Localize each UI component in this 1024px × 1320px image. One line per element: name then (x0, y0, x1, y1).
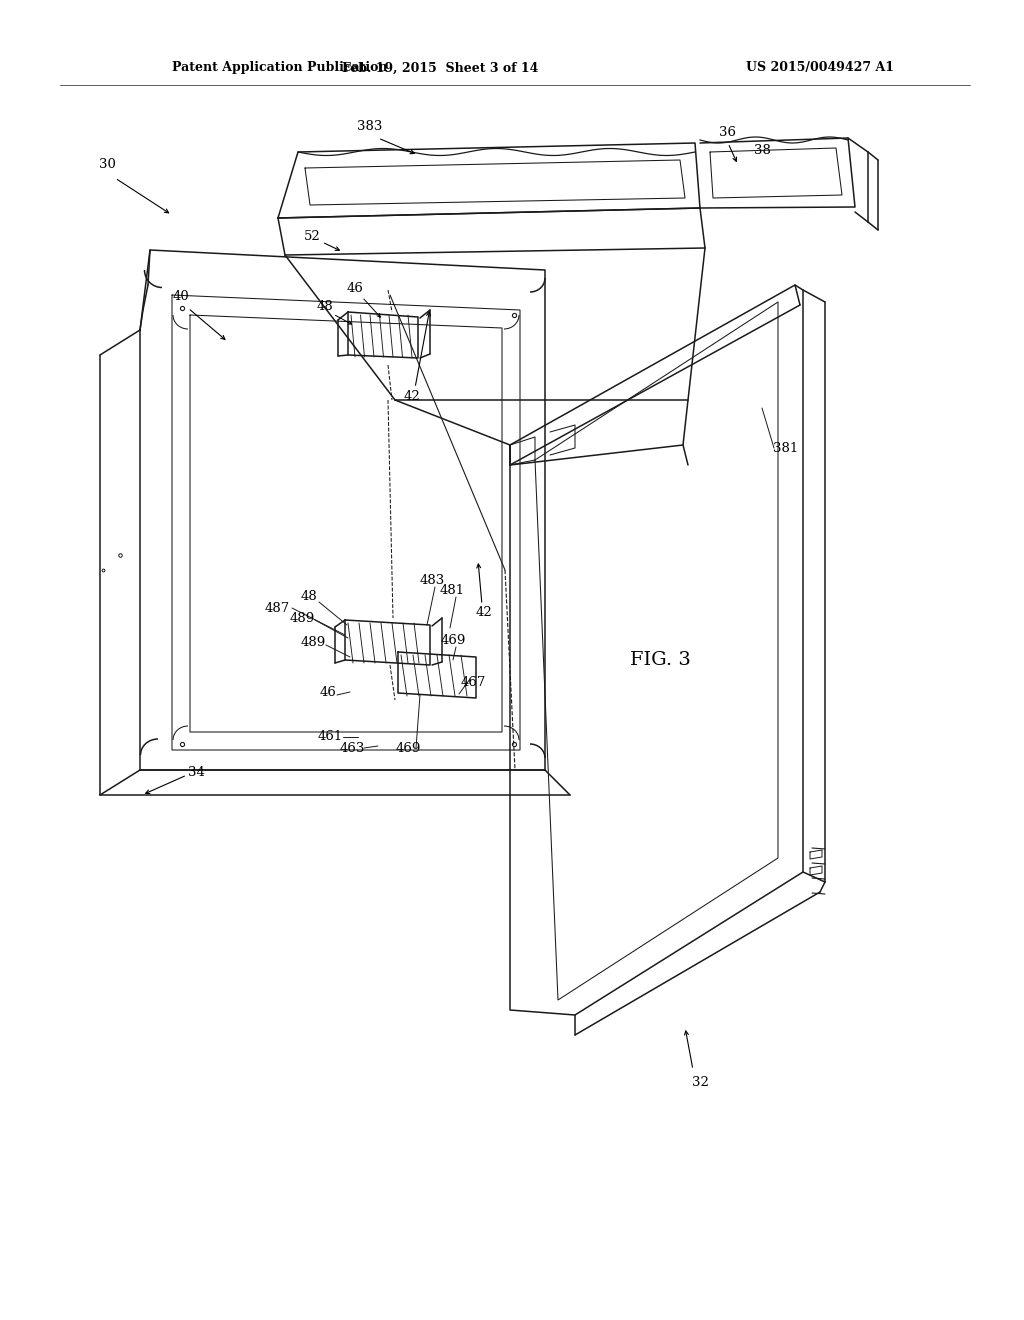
Text: 487: 487 (264, 602, 290, 615)
Text: 40: 40 (173, 290, 189, 304)
Text: US 2015/0049427 A1: US 2015/0049427 A1 (746, 62, 894, 74)
Text: 52: 52 (304, 230, 321, 243)
Text: FIG. 3: FIG. 3 (630, 651, 690, 669)
Text: 46: 46 (346, 281, 364, 294)
Text: 489: 489 (300, 636, 326, 649)
Text: 463: 463 (339, 742, 365, 755)
Text: 483: 483 (420, 573, 444, 586)
Text: 469: 469 (395, 742, 421, 755)
Text: 48: 48 (316, 301, 334, 314)
Text: 469: 469 (440, 635, 466, 648)
Text: 32: 32 (691, 1076, 709, 1089)
Text: Patent Application Publication: Patent Application Publication (172, 62, 387, 74)
Text: 461: 461 (317, 730, 343, 743)
Text: 42: 42 (403, 391, 421, 404)
Text: 381: 381 (773, 441, 799, 454)
Text: 383: 383 (357, 120, 383, 133)
Text: 489: 489 (290, 611, 314, 624)
Text: 38: 38 (754, 144, 770, 157)
Text: 481: 481 (439, 583, 465, 597)
Text: 48: 48 (301, 590, 317, 603)
Text: 42: 42 (475, 606, 493, 619)
Text: 36: 36 (719, 125, 735, 139)
Text: 467: 467 (461, 676, 485, 689)
Text: 46: 46 (319, 686, 337, 700)
Text: 34: 34 (187, 766, 205, 779)
Text: Feb. 19, 2015  Sheet 3 of 14: Feb. 19, 2015 Sheet 3 of 14 (342, 62, 539, 74)
Text: 30: 30 (98, 158, 116, 172)
